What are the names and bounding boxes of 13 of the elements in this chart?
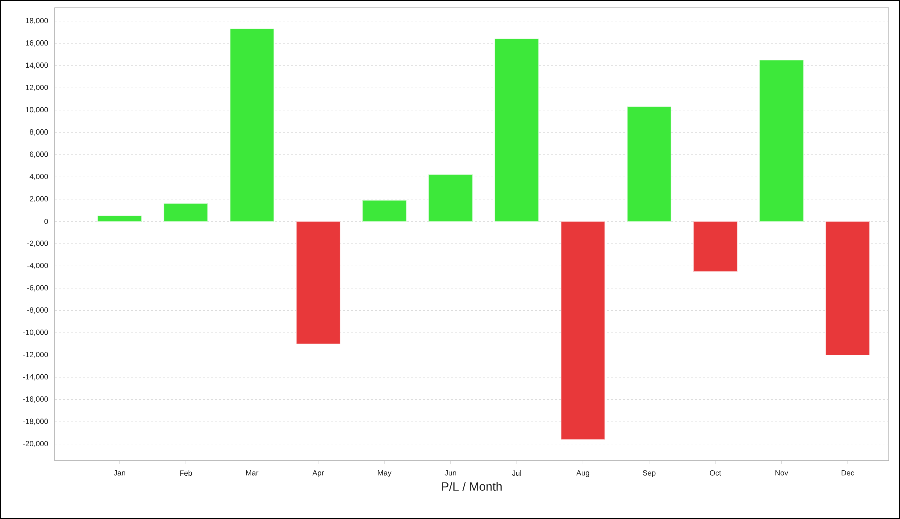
bar — [561, 221, 606, 440]
bar — [230, 28, 274, 222]
bar — [428, 174, 473, 222]
bar — [164, 204, 208, 222]
bar — [296, 221, 341, 344]
bar — [693, 221, 738, 272]
x-axis-title: P/L / Month — [442, 482, 502, 491]
bar — [826, 221, 870, 356]
bar — [494, 38, 540, 222]
bar — [362, 200, 407, 222]
bar — [98, 216, 142, 222]
bar — [760, 60, 804, 222]
bar — [627, 106, 672, 222]
